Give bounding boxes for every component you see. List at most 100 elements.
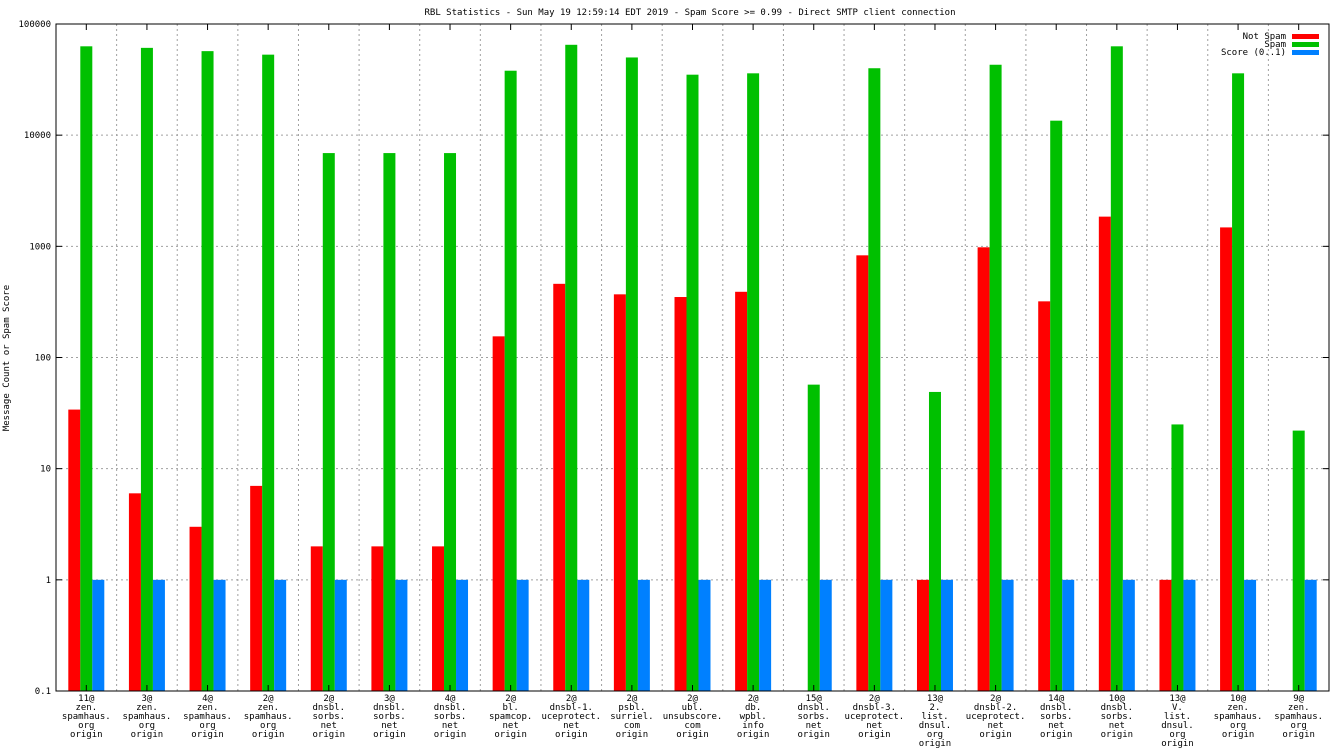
x-tick-label: 9@ zen. spamhaus. org origin [1274,694,1323,740]
score-bar [819,579,832,691]
not-spam-bar [735,291,748,691]
axis-ticks: 0.1 1 10 100 1000 10000 100000 11@ zen. spamhaus.… [18,20,1329,749]
legend-label: Not Spam [1243,32,1286,42]
y-tick-label: 1000 [29,242,51,252]
x-tick-label: 13@ 2. list. dnsul. org origin [919,694,952,749]
score-bar [152,579,165,691]
score-bar [940,579,953,691]
spam-bar [625,57,638,692]
x-tick-label: 10@ dnsbl. sorbs. net origin [1101,694,1134,740]
score-bar [274,579,287,691]
not-spam-bar [189,526,202,691]
spam-bar [201,51,214,692]
not-spam-bar [432,546,445,691]
x-tick-label: 3@ dnsbl. sorbs. net origin [373,694,406,740]
x-tick-label: 13@ V. list. dnsul. org origin [1161,694,1194,749]
y-tick-label: 100 [35,354,51,364]
x-tick-label: 2@ dnsbl-1. uceprotect. net origin [541,694,601,740]
not-spam-bar [1220,227,1233,692]
score-bar [1304,579,1317,691]
legend-swatch [1292,42,1319,47]
spam-bar [989,64,1002,691]
not-spam-bar [68,409,81,691]
score-bar [759,579,772,691]
not-spam-bar [128,493,141,691]
not-spam-bar [1098,216,1111,691]
y-axis-label: Message Count or Spam Score [2,285,12,431]
score-bar [334,579,347,691]
y-tick-label: 1 [46,576,51,586]
x-tick-label: 2@ psbl. surriel. com origin [610,694,653,740]
score-bar [516,579,529,691]
not-spam-bar [250,485,263,691]
y-tick-label: 100000 [18,20,51,30]
score-bar [1062,579,1075,691]
not-spam-bar [1038,301,1051,691]
spam-bar [1292,430,1305,691]
spam-bar [444,153,457,691]
spam-bar [565,44,578,692]
score-bar [880,579,893,691]
legend-swatch [1292,34,1319,39]
not-spam-bar [977,247,990,691]
x-tick-label: 10@ zen. spamhaus. org origin [1214,694,1263,740]
score-bar [1001,579,1014,691]
not-spam-bar [856,255,869,691]
score-bar [395,579,408,691]
x-tick-label: 2@ dnsbl-2. uceprotect. net origin [966,694,1026,740]
spam-bar [686,74,699,691]
spam-bar [1110,46,1123,691]
legend-label: Score (0..1) [1221,48,1286,58]
y-tick-label: 10000 [24,131,51,141]
spam-bar [322,153,335,691]
score-bar [637,579,650,691]
not-spam-bar [1159,579,1172,691]
score-bar [92,579,105,691]
score-bar [577,579,590,691]
spam-bar [928,391,941,691]
not-spam-bar [310,546,323,691]
bars [68,44,1317,692]
spam-bar [383,153,396,691]
score-bar [1122,579,1135,691]
spam-bar [747,73,760,692]
x-tick-label: 2@ dnsbl. sorbs. net origin [313,694,346,740]
x-tick-label: 2@ db. wpbl. info origin [737,694,770,740]
score-bar [456,579,469,691]
x-tick-label: 2@ dnsbl-3. uceprotect. net origin [845,694,905,740]
spam-bar [262,54,275,692]
x-tick-label: 2@ bl. spamcop. net origin [489,694,532,740]
spam-bar [504,70,517,692]
chart-title: RBL Statistics - Sun May 19 12:59:14 EDT… [424,8,955,18]
spam-bar [80,46,93,691]
score-bar [1183,579,1196,691]
not-spam-bar [371,546,384,691]
legend-swatch [1292,50,1319,55]
x-tick-label: 4@ zen. spamhaus. org origin [183,694,232,740]
spam-bar [807,384,820,691]
spam-bar [1171,424,1184,691]
x-tick-label: 3@ zen. spamhaus. org origin [123,694,172,740]
y-tick-label: 0.1 [35,687,51,697]
spam-bar [140,47,153,692]
spam-bar [1232,73,1245,692]
not-spam-bar [916,579,929,691]
score-bar [1244,579,1257,691]
not-spam-bar [674,297,687,691]
not-spam-bar [553,283,566,691]
y-tick-label: 10 [40,465,51,475]
x-tick-label: 4@ dnsbl. sorbs. net origin [434,694,467,740]
spam-bar [1050,120,1063,691]
x-tick-label: 11@ zen. spamhaus. org origin [62,694,111,740]
not-spam-bar [613,294,626,691]
x-tick-label: 15@ dnsbl. sorbs. net origin [797,694,830,740]
score-bar [698,579,711,691]
spam-bar [868,68,881,691]
x-tick-label: 14@ dnsbl. sorbs. net origin [1040,694,1073,740]
legend-label: Spam [1264,40,1286,50]
x-tick-label: 2@ zen. spamhaus. org origin [244,694,293,740]
score-bar [213,579,226,691]
not-spam-bar [492,336,505,691]
